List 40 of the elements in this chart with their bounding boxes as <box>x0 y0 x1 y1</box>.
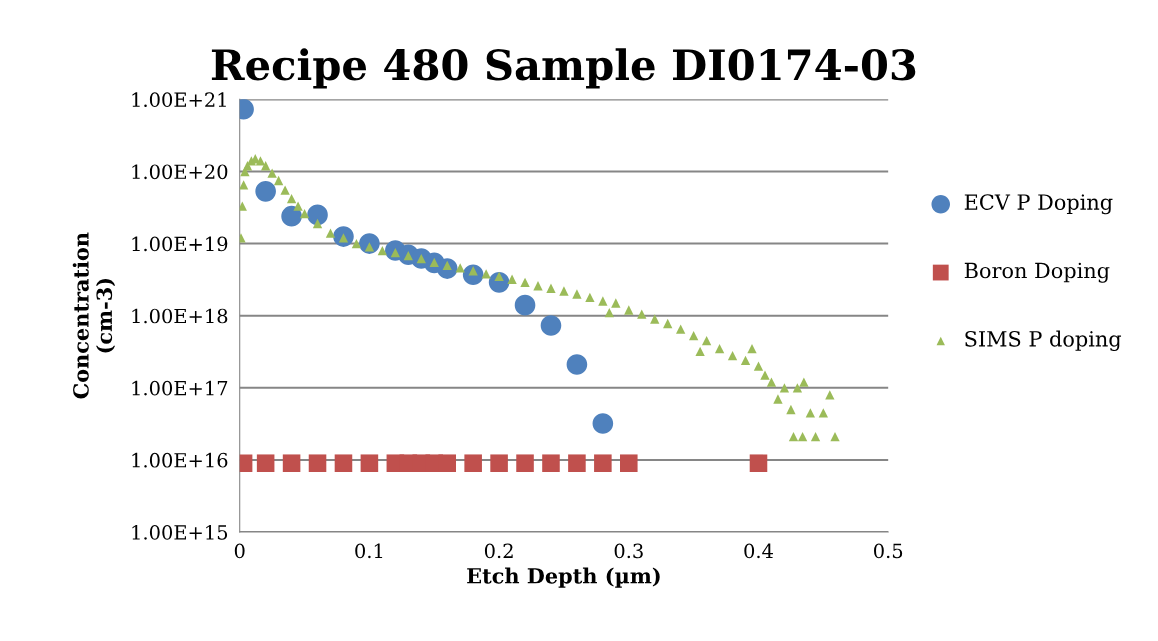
point <box>307 204 328 226</box>
point <box>256 454 275 472</box>
point <box>592 413 614 434</box>
point <box>360 454 379 472</box>
legend-label: ECV P Doping <box>964 194 1113 215</box>
point <box>568 454 586 472</box>
point <box>334 454 353 472</box>
x-axis-title: Etch Depth (µm) <box>467 567 660 588</box>
x-tick-label: 0.3 <box>614 543 643 559</box>
y-tick-label: 1.00E+15 <box>132 524 228 540</box>
point <box>542 454 560 472</box>
y-tick-label: 1.00E+18 <box>132 308 228 324</box>
point <box>490 454 508 472</box>
y-tick-label: 1.00E+19 <box>132 236 228 252</box>
point <box>438 454 456 472</box>
point <box>620 454 638 472</box>
x-tick-label: 0.1 <box>355 543 383 559</box>
point <box>514 294 536 316</box>
point <box>594 454 612 472</box>
point <box>540 315 562 336</box>
point <box>282 454 301 472</box>
y-tick-label: 1.00E+20 <box>132 164 228 180</box>
legend-label: SIMS P doping <box>965 330 1122 352</box>
x-tick-label: 0.2 <box>484 543 513 559</box>
point <box>464 454 482 472</box>
point <box>566 354 588 375</box>
point <box>516 454 534 472</box>
point <box>749 454 768 472</box>
y-tick-label: 1.00E+16 <box>132 452 228 468</box>
y-axis-title: Concentration (cm-3) <box>72 232 116 399</box>
x-tick-label: 0.4 <box>744 543 773 559</box>
point <box>281 205 302 227</box>
chart-title: Recipe 480 Sample DI0174-03 <box>211 48 916 89</box>
x-tick-label: 0.5 <box>874 543 903 559</box>
y-tick-label: 1.00E+17 <box>132 380 228 396</box>
point <box>308 454 327 472</box>
legend-label: Boron Doping <box>964 262 1110 283</box>
point <box>255 181 276 202</box>
y-tick-label: 1.00E+21 <box>132 92 226 108</box>
x-tick-label: 0 <box>234 543 245 559</box>
